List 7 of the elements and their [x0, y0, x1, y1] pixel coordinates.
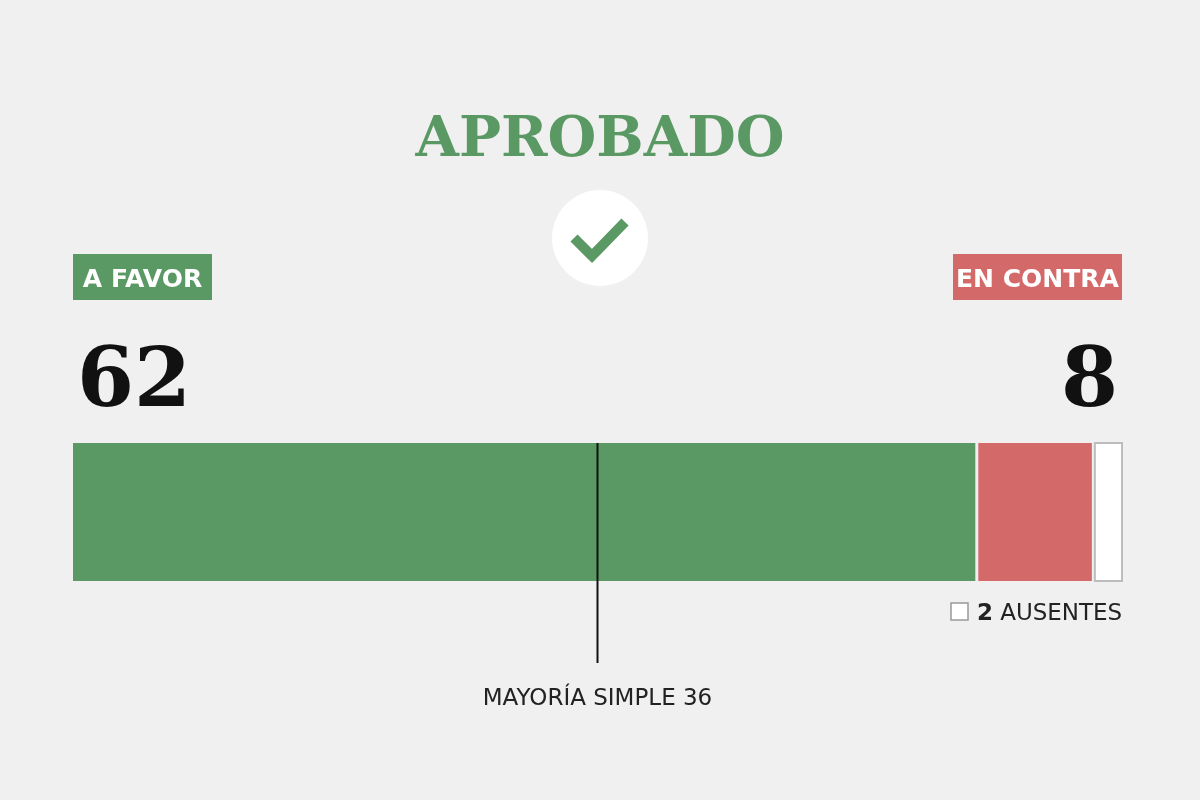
text: A FAVOR — [82, 264, 203, 293]
ref-line-label: MAYORÍA SIMPLE 36 — [482, 683, 713, 710]
chart-title: APROBADO — [414, 103, 785, 169]
text: EN CONTRA — [956, 264, 1120, 293]
data-label: 8 — [1060, 329, 1118, 425]
legend-label: 2 AUSENTES — [977, 599, 1122, 625]
data-label: 62 — [77, 329, 192, 425]
